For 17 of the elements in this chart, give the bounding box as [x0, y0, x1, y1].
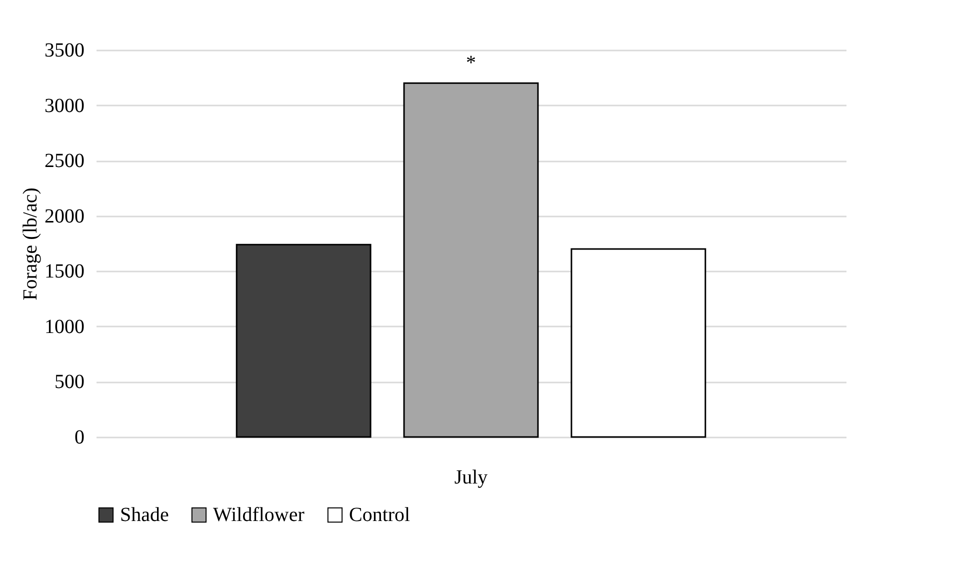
legend-label: Shade — [120, 504, 169, 526]
x-tick-label: July — [454, 466, 488, 488]
y-tick-label: 1000 — [44, 316, 84, 338]
y-axis-title: Forage (lb/ac) — [20, 188, 42, 300]
y-tick-label: 2000 — [44, 205, 84, 228]
y-tick-label: 500 — [54, 371, 84, 394]
legend-label: Wildflower — [213, 504, 305, 526]
y-tick-label: 1500 — [44, 260, 84, 283]
y-tick-label: 2500 — [44, 150, 84, 172]
y-tick-label: 0 — [74, 426, 84, 448]
bar — [570, 248, 706, 438]
bar — [403, 82, 539, 438]
annotation: * — [466, 52, 476, 74]
bar — [236, 244, 372, 438]
legend-label: Control — [349, 504, 411, 526]
y-tick-label: 3500 — [44, 40, 84, 62]
y-tick-label: 3000 — [44, 94, 84, 117]
